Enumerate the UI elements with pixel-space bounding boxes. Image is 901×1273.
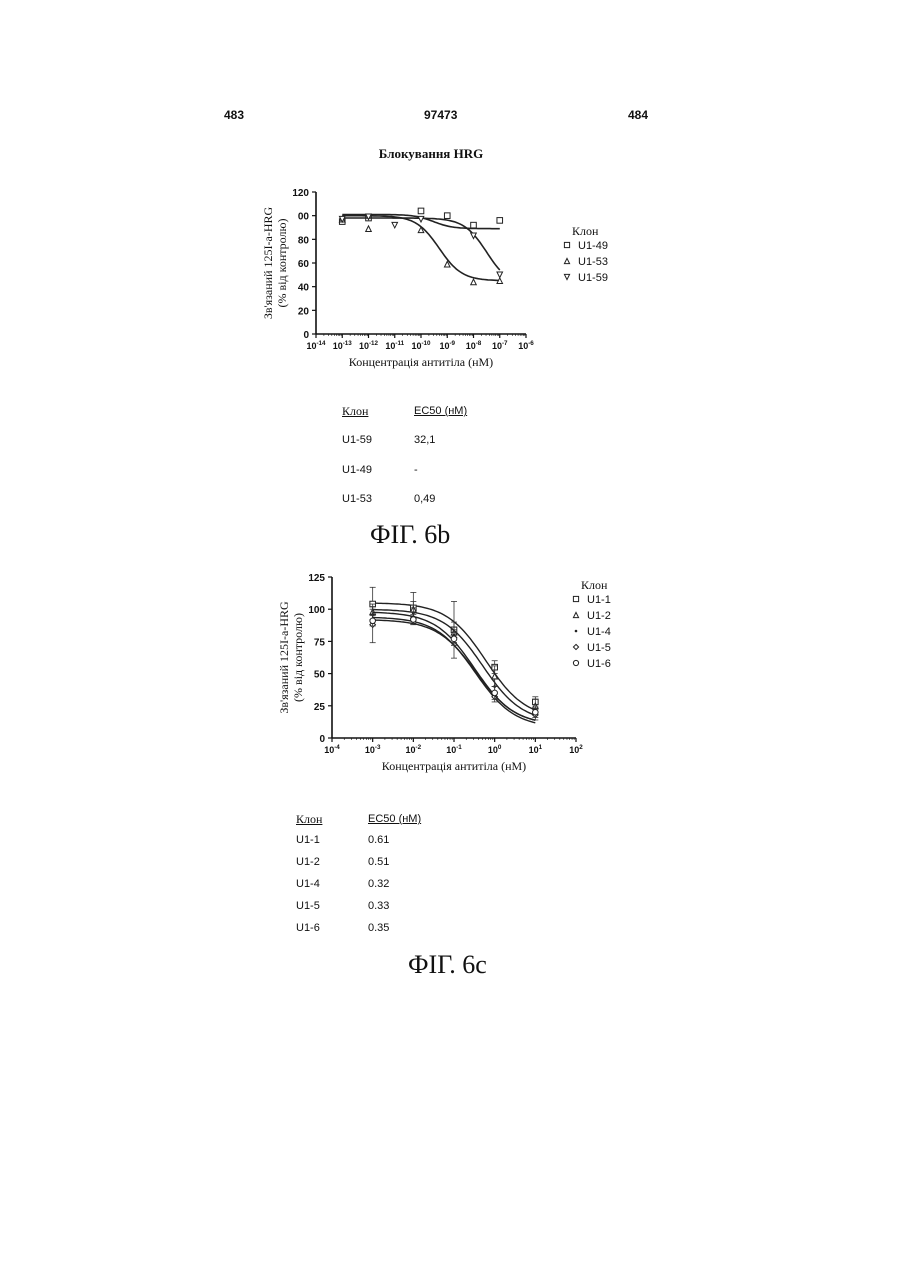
table6c-row4-ec50: 0.33 — [368, 900, 389, 912]
x-axis-label: Концентрація антитіла (нМ) — [382, 759, 526, 773]
x-tick-label: 100 — [488, 744, 502, 755]
table6b-row2-clone: U1-49 — [342, 464, 372, 476]
table6c-row1-ec50: 0.61 — [368, 834, 389, 846]
data-point-u1-6 — [533, 709, 539, 715]
legend-marker-u1-49 — [564, 242, 569, 247]
table6c-row4-clone: U1-5 — [296, 900, 320, 912]
x-axis-label: Концентрація антитіла (нМ) — [349, 355, 493, 369]
data-point-u1-49 — [471, 222, 477, 228]
chart-title: Блокування HRG — [379, 146, 483, 161]
table6c-col-ec50: EC50 (нМ) — [368, 813, 421, 825]
table6c-row5-ec50: 0.35 — [368, 922, 389, 934]
legend-label-u1-53: U1-53 — [578, 256, 608, 268]
y-tick-label: 75 — [314, 637, 326, 648]
x-tick-label: 10-13 — [333, 340, 353, 351]
y-axis-label-line1: Зв'язаний 125І-а-HRG — [261, 206, 275, 319]
patent-number: 97473 — [424, 108, 457, 122]
legend-marker-u1-59 — [564, 274, 569, 279]
y-tick-label: 60 — [298, 259, 310, 270]
data-point-u1-59 — [497, 272, 503, 278]
page-number-left: 483 — [224, 108, 244, 122]
legend-title: Клон — [572, 224, 599, 238]
legend-label-u1-2: U1-2 — [587, 610, 611, 622]
x-tick-label: 10-10 — [411, 340, 431, 351]
table6c-row2-clone: U1-2 — [296, 856, 320, 868]
x-tick-label: 10-3 — [365, 744, 381, 755]
y-axis-label-line1: Зв'язаний 125І-а-HRG — [277, 601, 291, 714]
chart-fig6c: 0 25 50 75 100 125 10-4 10-3 10-2 10-1 100 101 102 Ко… — [270, 565, 640, 780]
table6b-row3-ec50: 0,49 — [414, 493, 435, 505]
table6b-row1-ec50: 32,1 — [414, 434, 435, 446]
data-point-u1-6 — [411, 617, 417, 623]
x-tick-label: 10-11 — [385, 340, 404, 351]
data-point-u1-49 — [444, 213, 450, 219]
data-point-u1-6 — [451, 636, 457, 642]
data-point-u1-49 — [418, 208, 424, 214]
data-point-u1-49 — [497, 218, 503, 224]
y-axis-label-line2: (% від контролю) — [291, 613, 305, 702]
x-tick-label: 10-9 — [439, 340, 455, 351]
data-point-u1-53 — [471, 279, 477, 285]
y-tick-label: 0 — [319, 734, 325, 745]
y-tick-label: 125 — [308, 573, 325, 584]
data-point-u1-53 — [366, 226, 372, 232]
x-tick-label: 10-1 — [446, 744, 462, 755]
table6c-row5-clone: U1-6 — [296, 922, 320, 934]
table6b-col-ec50: EC50 (нМ) — [414, 405, 467, 417]
data-point-u1-6 — [492, 690, 498, 696]
table6c-row3-ec50: 0.32 — [368, 878, 389, 890]
table6c-row2-ec50: 0.51 — [368, 856, 389, 868]
legend-marker-u1-53 — [564, 258, 569, 263]
y-tick-label: 20 — [298, 306, 310, 317]
legend-label-u1-1: U1-1 — [587, 594, 611, 606]
y-tick-label: 80 — [298, 235, 310, 246]
x-tick-label: 10-4 — [324, 744, 340, 755]
page-number-right: 484 — [628, 108, 648, 122]
data-point-u1-6 — [370, 618, 376, 624]
legend-title: Клон — [581, 578, 608, 592]
legend-label-u1-59: U1-59 — [578, 272, 608, 284]
x-tick-label: 10-8 — [466, 340, 482, 351]
figure-caption-6b: ФІГ. 6b — [370, 520, 450, 550]
legend-label-u1-5: U1-5 — [587, 642, 611, 654]
table6b-row2-ec50: - — [414, 464, 418, 476]
legend-marker-u1-1 — [573, 596, 578, 601]
figure-caption-6c: ФІГ. 6с — [408, 950, 487, 980]
x-tick-label: 10-2 — [406, 744, 422, 755]
legend-label-u1-4: U1-4 — [587, 626, 611, 638]
table6c-row1-clone: U1-1 — [296, 834, 320, 846]
chart-fig6b: Блокування HRG 0 20 40 60 80 00 120 10-14 10-13 10… — [250, 140, 650, 380]
legend-label-u1-6: U1-6 — [587, 658, 611, 670]
legend-marker-u1-5 — [573, 644, 578, 649]
x-tick-label: 102 — [569, 744, 583, 755]
table6b-row3-clone: U1-53 — [342, 493, 372, 505]
y-tick-label: 50 — [314, 670, 326, 681]
legend-marker-u1-6 — [573, 660, 578, 665]
x-tick-label: 10-14 — [306, 340, 326, 351]
y-tick-label: 0 — [303, 330, 309, 341]
y-tick-label: 25 — [314, 702, 326, 713]
table6c-row3-clone: U1-4 — [296, 878, 320, 890]
legend-marker-u1-2 — [573, 612, 578, 617]
table6c-col-clone: Клон — [296, 812, 322, 827]
y-axis-label-line2: (% від контролю) — [275, 219, 289, 308]
y-tick-label: 120 — [292, 188, 309, 199]
x-tick-label: 10-12 — [359, 340, 379, 351]
x-tick-label: 10-7 — [492, 340, 508, 351]
table6b-col-clone: Клон — [342, 404, 368, 419]
data-point-u1-59 — [418, 216, 424, 222]
data-point-u1-59 — [392, 222, 398, 228]
y-tick-label: 100 — [308, 605, 325, 616]
x-tick-label: 10-6 — [518, 340, 534, 351]
y-tick-label: 00 — [298, 212, 310, 223]
y-tick-label: 40 — [298, 283, 310, 294]
legend-marker-u1-4 — [575, 630, 578, 633]
legend-label-u1-49: U1-49 — [578, 240, 608, 252]
x-tick-label: 101 — [529, 744, 543, 755]
table6b-row1-clone: U1-59 — [342, 434, 372, 446]
